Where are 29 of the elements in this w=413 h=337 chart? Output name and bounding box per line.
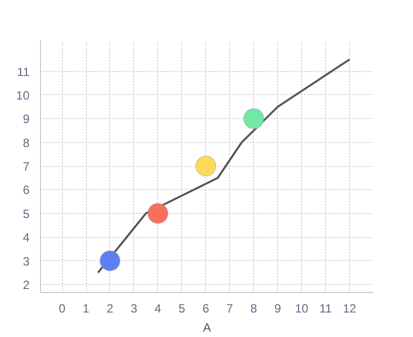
y-tick-label: 6 [22, 183, 30, 198]
point [99, 250, 120, 272]
x-tick-label: 2 [106, 302, 114, 316]
y-tick-label: 7 [22, 160, 30, 174]
x-axis-title: A [203, 320, 212, 334]
x-tick-label: 6 [202, 302, 210, 316]
x-tick-label: 1 [82, 302, 90, 316]
x-tick-label: 9 [274, 302, 282, 316]
y-tick-label: 8 [22, 136, 30, 150]
y-tick-label: 3 [22, 254, 30, 268]
y-tick-label: 5 [22, 206, 30, 221]
x-tick-label: 8 [250, 302, 258, 316]
y-tick-label: 10 [16, 88, 30, 102]
x-tick-label: 11 [319, 302, 332, 316]
x-tick-label: 0 [58, 302, 66, 316]
x-tick-label: 5 [178, 302, 186, 316]
y-tick-label: 2 [22, 278, 30, 292]
y-tick-label: 4 [22, 230, 30, 245]
point [243, 108, 264, 130]
x-tick-label: 7 [226, 302, 234, 316]
point [147, 202, 168, 224]
line-series [96, 58, 351, 274]
x-tick-label: 4 [154, 302, 162, 316]
point [195, 156, 216, 177]
y-tick-label: 9 [22, 112, 30, 126]
x-tick-label: 12 [342, 302, 357, 316]
y-tick-label: 11 [17, 64, 30, 79]
x-tick-label: 10 [294, 302, 309, 316]
x-tick-label: 3 [130, 302, 138, 316]
